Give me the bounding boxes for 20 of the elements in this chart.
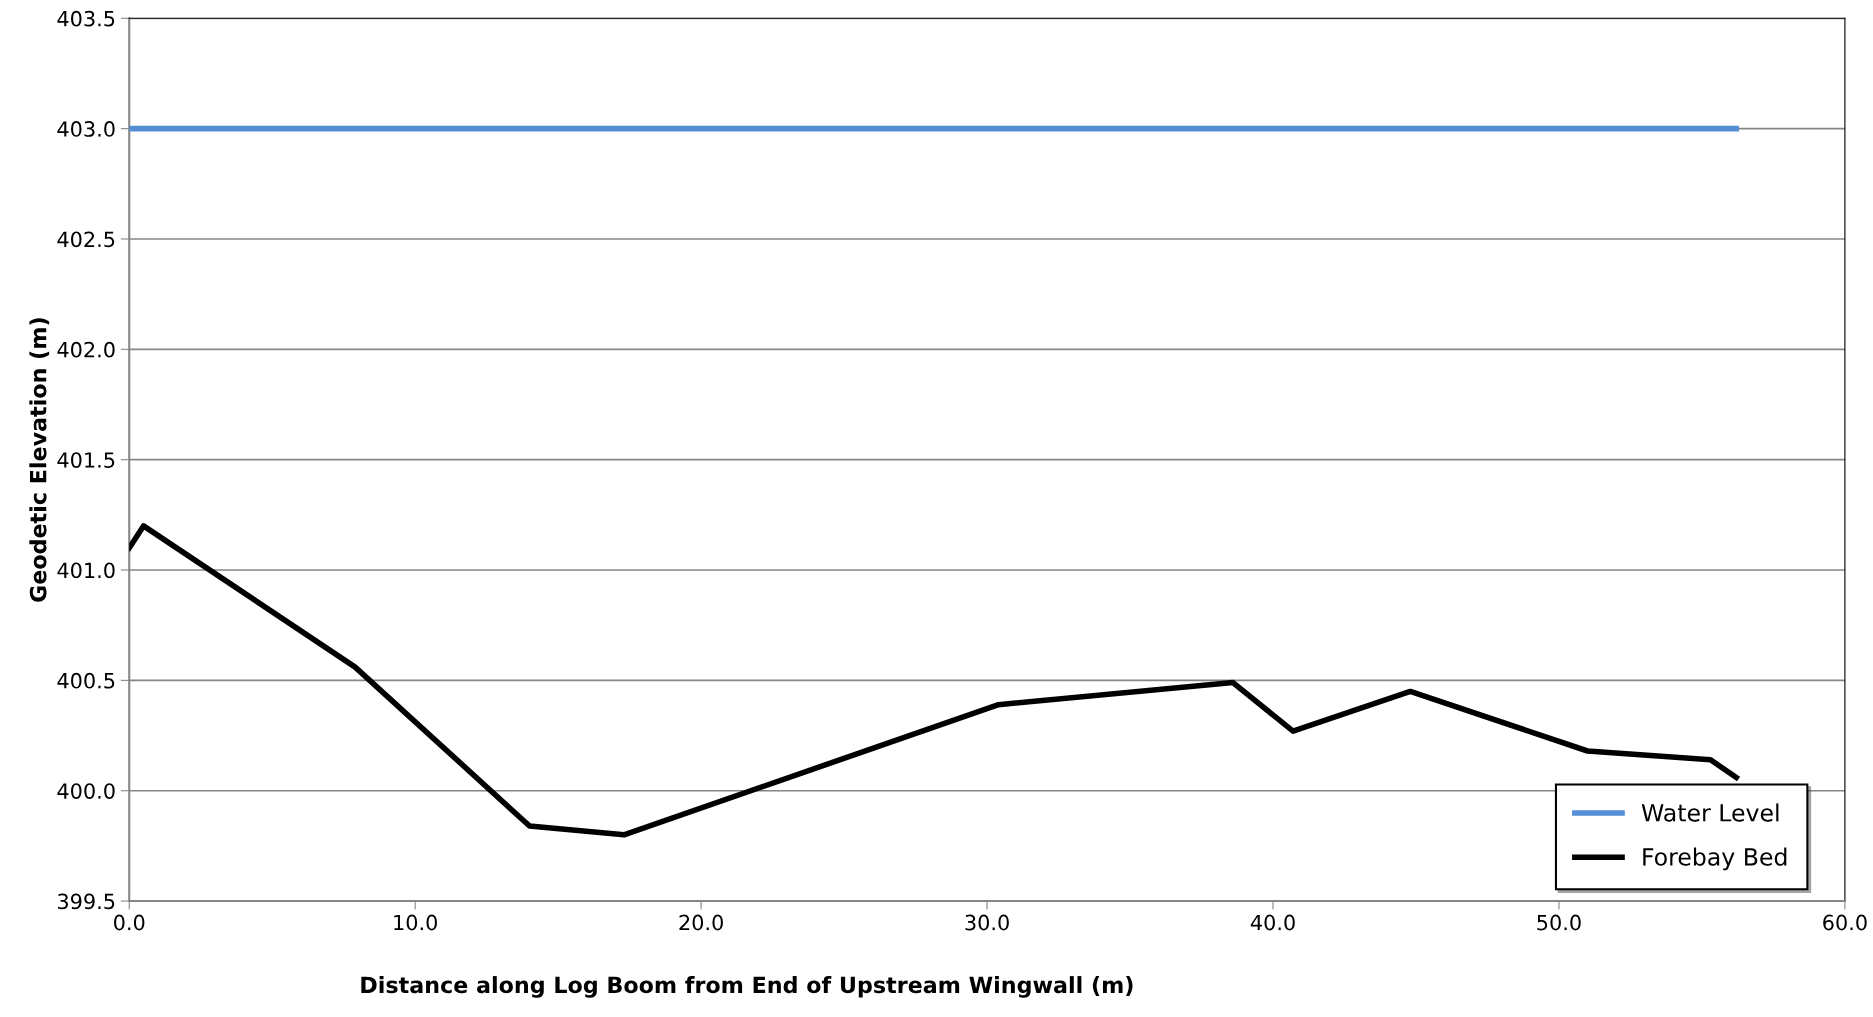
y-axis-title: Geodetic Elevation (m)	[29, 318, 50, 602]
y-tick-label: 399.5	[57, 893, 115, 910]
y-tick-label: 400.0	[57, 783, 115, 799]
x-tick-label: 10.0	[394, 914, 437, 931]
y-tick-label: 402.0	[57, 341, 115, 358]
y-tick-label: 401.0	[57, 562, 115, 579]
x-tick-label: 40.0	[1250, 914, 1295, 931]
y-tick-label: 403.0	[57, 121, 115, 137]
y-tick-label: 403.5	[57, 10, 115, 27]
legend-label: Water Level	[1641, 803, 1779, 822]
y-tick-label: 401.5	[57, 452, 115, 468]
y-tick-label: 400.5	[57, 672, 115, 689]
x-tick-label: 0.0	[114, 914, 145, 931]
x-tick-label: 60.0	[1823, 914, 1867, 931]
x-axis-title: Distance along Log Boom from End of Upstream Wingwall (m)	[361, 976, 1133, 998]
x-tick-label: 50.0	[1537, 914, 1581, 931]
legend-label: Forebay Bed	[1643, 847, 1787, 871]
x-tick-label: 20.0	[679, 914, 723, 931]
y-tick-label: 402.5	[57, 231, 115, 248]
x-tick-label: 30.0	[965, 914, 1009, 931]
